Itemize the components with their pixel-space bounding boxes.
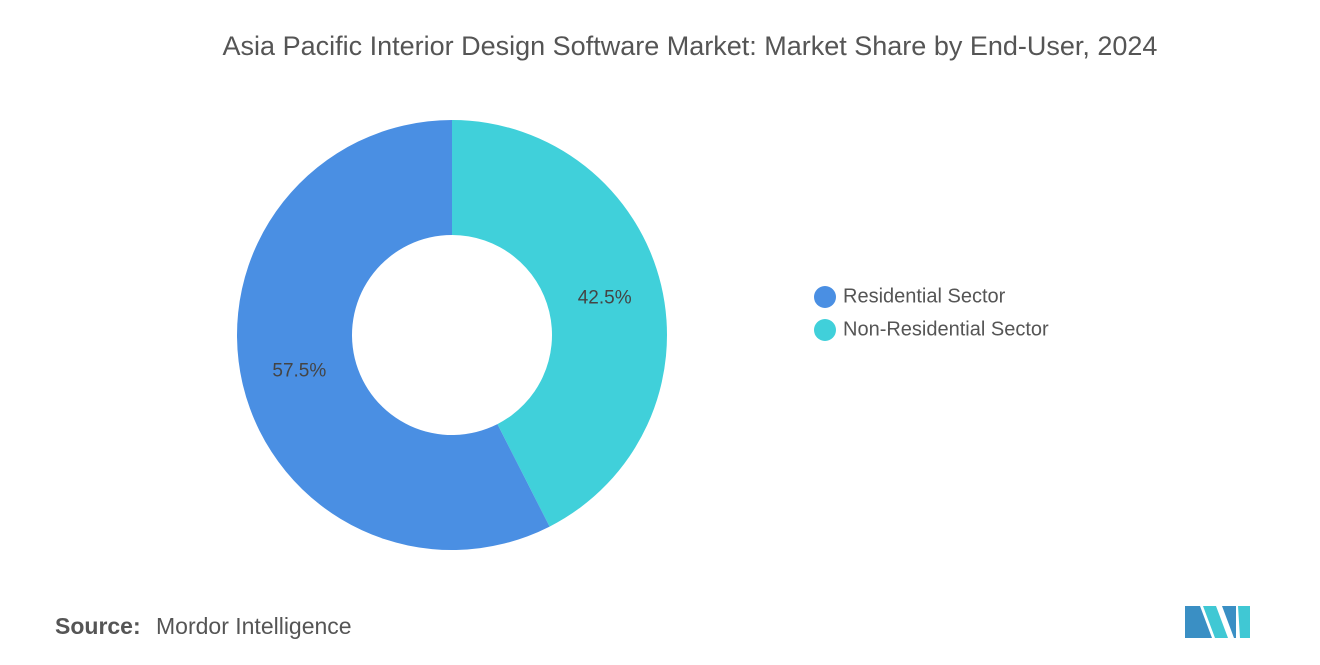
donut: 42.5% 57.5%	[237, 120, 667, 551]
source-text: Mordor Intelligence	[156, 613, 352, 639]
slice	[452, 120, 667, 527]
data-label: 42.5%	[578, 287, 632, 308]
legend-swatch	[814, 286, 836, 308]
logo	[1185, 606, 1250, 638]
chart-title: Asia Pacific Interior Design Software Ma…	[223, 31, 1158, 61]
slice	[237, 120, 550, 551]
data-label: 57.5%	[272, 361, 326, 382]
source-label: Source:	[55, 613, 141, 639]
legend-label: Non-Residential Sector	[843, 318, 1049, 340]
legend-swatch	[814, 319, 836, 341]
legend: Residential Sector Non-Residential Sector	[814, 285, 1049, 341]
legend-label: Residential Sector	[843, 285, 1006, 307]
